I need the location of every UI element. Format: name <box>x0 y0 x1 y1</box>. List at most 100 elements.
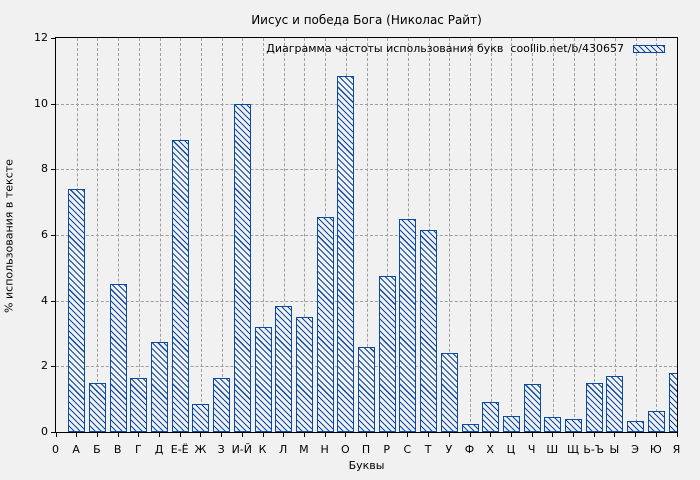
x-tick-label: Б <box>93 443 101 456</box>
bar-Э <box>627 420 645 432</box>
x-tick-mark <box>303 433 305 437</box>
x-tick-label: В <box>113 443 122 456</box>
x-tick-mark <box>96 433 98 437</box>
grid-line-v <box>573 38 575 432</box>
grid-line-v <box>138 38 140 432</box>
bar-Л <box>275 305 293 432</box>
x-tick-label: Я <box>672 443 681 456</box>
bar-В <box>109 284 127 432</box>
x-tick-label: Ю <box>649 443 662 456</box>
y-tick-mark <box>51 366 55 368</box>
x-tick-label: У <box>445 443 453 456</box>
x-tick-mark <box>676 433 678 437</box>
bar-Б <box>88 382 106 432</box>
plot-area: Диаграмма частоты использования букв coo… <box>55 37 678 433</box>
grid-line-v <box>263 38 264 432</box>
grid-line-v <box>387 38 389 432</box>
bar-Г <box>130 377 148 432</box>
bar-Щ <box>565 418 582 432</box>
bar-Ч <box>523 384 541 432</box>
x-tick-mark <box>552 433 554 437</box>
x-tick-mark <box>635 433 637 437</box>
bar-С <box>399 218 417 432</box>
bar-Д <box>151 341 168 432</box>
x-tick-mark <box>221 433 223 437</box>
y-tick-label: 2 <box>41 359 48 373</box>
x-tick-label: Х <box>486 443 494 456</box>
bar-М <box>295 317 313 432</box>
x-tick-label: Ы <box>609 443 620 456</box>
x-tick-label: Г <box>134 443 142 456</box>
x-tick-label: Л <box>279 443 288 456</box>
grid-line-v <box>552 38 554 432</box>
grid-line-v <box>490 38 492 432</box>
x-tick-mark <box>510 433 512 437</box>
legend-label: Диаграмма частоты использования букв coo… <box>266 42 624 55</box>
grid-line-v <box>159 38 161 432</box>
bar-Е-Ё <box>171 139 189 432</box>
bar-Х <box>482 402 500 432</box>
x-tick-label: Р <box>383 443 390 456</box>
grid-line-v <box>656 38 658 432</box>
x-tick-mark <box>614 433 616 437</box>
y-tick-label: 8 <box>41 162 48 176</box>
x-tick-mark <box>366 433 367 437</box>
x-tick-label: П <box>361 443 371 456</box>
x-tick-mark <box>179 433 181 437</box>
grid-line-v <box>221 38 223 432</box>
bar-П <box>358 346 375 432</box>
x-tick-label: К <box>258 443 267 456</box>
bar-А <box>68 189 86 432</box>
grid-line-v <box>511 38 513 432</box>
bar-И-Й <box>233 103 251 432</box>
x-tick-mark <box>386 433 388 437</box>
x-tick-mark <box>593 433 595 437</box>
bar-У <box>440 353 458 432</box>
x-axis-title: Буквы <box>348 459 385 472</box>
y-tick-mark <box>51 103 55 105</box>
x-tick-label: Щ <box>566 443 580 456</box>
bar-Ж <box>192 404 210 432</box>
x-tick-mark <box>76 433 78 437</box>
bar-К <box>254 326 272 432</box>
x-tick-mark <box>345 433 347 437</box>
bar-Ц <box>502 415 520 432</box>
y-axis-title: % использования в тексте <box>2 159 16 313</box>
grid-line-v <box>200 38 202 432</box>
y-tick-label: 4 <box>41 293 48 307</box>
x-tick-mark <box>117 433 119 437</box>
x-tick-label: Ш <box>546 443 559 456</box>
x-tick-mark <box>200 433 202 437</box>
x-tick-mark <box>241 433 243 437</box>
grid-line-v <box>97 38 99 432</box>
x-tick-label: Т <box>424 443 432 456</box>
chart-title: Иисус и победа Бога (Николас Райт) <box>251 13 482 27</box>
bar-Р <box>378 276 396 432</box>
x-tick-mark <box>262 433 264 437</box>
bar-Ю <box>647 410 665 432</box>
x-tick-label: Н <box>320 443 329 456</box>
x-tick-mark <box>428 433 430 437</box>
bar-О <box>337 75 355 432</box>
y-tick-label: 10 <box>34 96 48 110</box>
grid-line-v <box>366 38 368 432</box>
x-tick-mark <box>448 433 450 437</box>
bar-Ь-Ъ <box>585 382 603 432</box>
x-tick-label: Ф <box>464 443 475 456</box>
grid-line-v <box>449 38 451 432</box>
x-tick-label: С <box>403 443 412 456</box>
bar-Ы <box>606 376 624 432</box>
x-tick-mark <box>655 433 657 437</box>
grid-line-v <box>614 38 616 432</box>
x-tick-mark <box>531 433 533 437</box>
y-tick-mark <box>51 38 55 39</box>
x-tick-label: Д <box>154 443 164 456</box>
x-tick-label: 0 <box>52 443 59 456</box>
x-tick-label: И-Й <box>231 443 253 456</box>
legend-swatch-hatched-bar-icon <box>633 44 665 53</box>
bar-Я <box>668 372 677 432</box>
x-tick-label: О <box>340 443 350 456</box>
x-tick-label: Э <box>631 443 639 456</box>
x-tick-label: Ь-Ъ <box>583 443 605 456</box>
